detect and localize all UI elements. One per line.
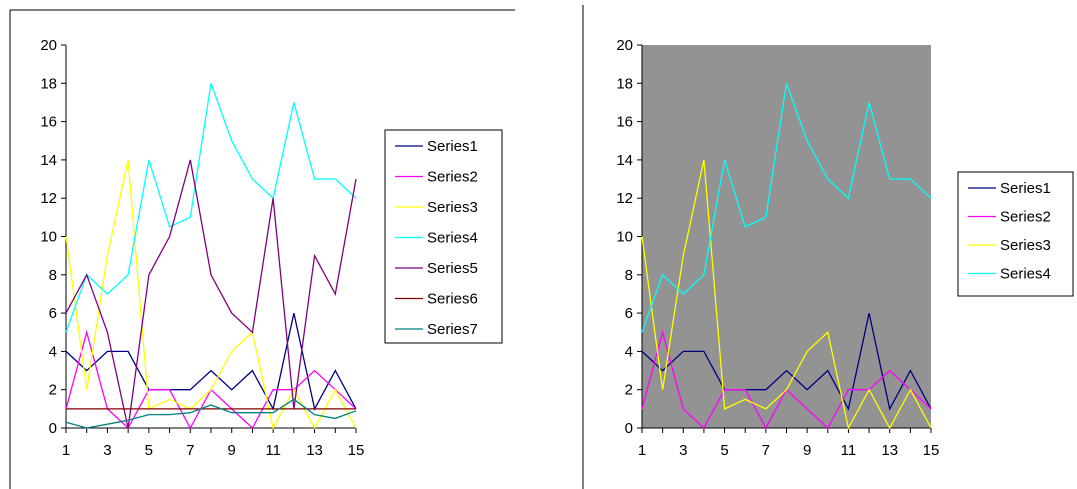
x-tick-label: 1 (62, 442, 70, 459)
series-line-3 (641, 159, 932, 430)
x-tick-label: 3 (679, 442, 687, 459)
y-tick-label: 14 (616, 152, 633, 169)
legend-label-1: Series1 (427, 138, 478, 155)
x-tick-label: 13 (306, 442, 323, 459)
legend-label-1: Series1 (1000, 180, 1051, 197)
plot-area (642, 45, 931, 428)
x-tick-label: 7 (186, 442, 194, 459)
y-tick-label: 0 (625, 420, 633, 437)
series-line-7 (65, 398, 357, 429)
y-tick-label: 10 (40, 229, 57, 246)
legend-label-6: Series6 (427, 291, 478, 308)
y-tick-label: 10 (616, 229, 633, 246)
y-tick-label: 6 (49, 305, 57, 322)
x-tick-label: 9 (803, 442, 811, 459)
series-line-4 (65, 83, 357, 333)
x-tick-label: 5 (145, 442, 153, 459)
y-tick-label: 4 (625, 343, 633, 360)
x-tick-label: 3 (103, 442, 111, 459)
y-tick-label: 20 (616, 37, 633, 54)
legend-label-4: Series4 (1000, 266, 1051, 283)
legend-box (957, 171, 1074, 297)
x-tick-label: 1 (638, 442, 646, 459)
legend-label-2: Series2 (1000, 209, 1051, 226)
y-tick-label: 6 (625, 305, 633, 322)
y-tick-label: 18 (40, 75, 57, 92)
y-tick-label: 16 (40, 114, 57, 131)
y-tick-label: 2 (49, 382, 57, 399)
x-tick-label: 11 (841, 442, 857, 459)
x-tick-label: 9 (228, 442, 236, 459)
y-tick-label: 12 (616, 190, 633, 207)
x-tick-label: 5 (720, 442, 728, 459)
legend-label-5: Series5 (427, 260, 478, 277)
x-tick-label: 13 (881, 442, 898, 459)
legend-label-3: Series3 (427, 199, 478, 216)
y-tick-label: 20 (40, 37, 57, 54)
y-tick-label: 8 (625, 267, 633, 284)
y-tick-label: 8 (49, 267, 57, 284)
y-tick-label: 16 (616, 114, 633, 131)
series-line-3 (65, 159, 357, 430)
legend: Series1 Series2 Series3 Series4 (957, 171, 1074, 297)
x-tick-label: 15 (348, 442, 365, 459)
y-tick-label: 14 (40, 152, 57, 169)
y-tick-label: 2 (625, 382, 633, 399)
x-tick-label: 11 (265, 442, 281, 459)
y-tick-label: 0 (49, 420, 57, 437)
series-line-4 (641, 83, 932, 333)
legend-label-3: Series3 (1000, 237, 1051, 254)
y-tick-label: 4 (49, 343, 57, 360)
legend: Series1 Series2 Series3 Series4 Series5 Serie… (384, 129, 503, 344)
legend-label-2: Series2 (427, 169, 478, 186)
legend-label-7: Series7 (427, 321, 478, 338)
series-line-5 (65, 159, 357, 429)
legend-box (384, 129, 503, 344)
x-tick-label: 15 (923, 442, 940, 459)
x-tick-label: 7 (762, 442, 770, 459)
y-tick-label: 18 (616, 75, 633, 92)
legend-label-4: Series4 (427, 230, 478, 247)
y-tick-label: 12 (40, 190, 57, 207)
